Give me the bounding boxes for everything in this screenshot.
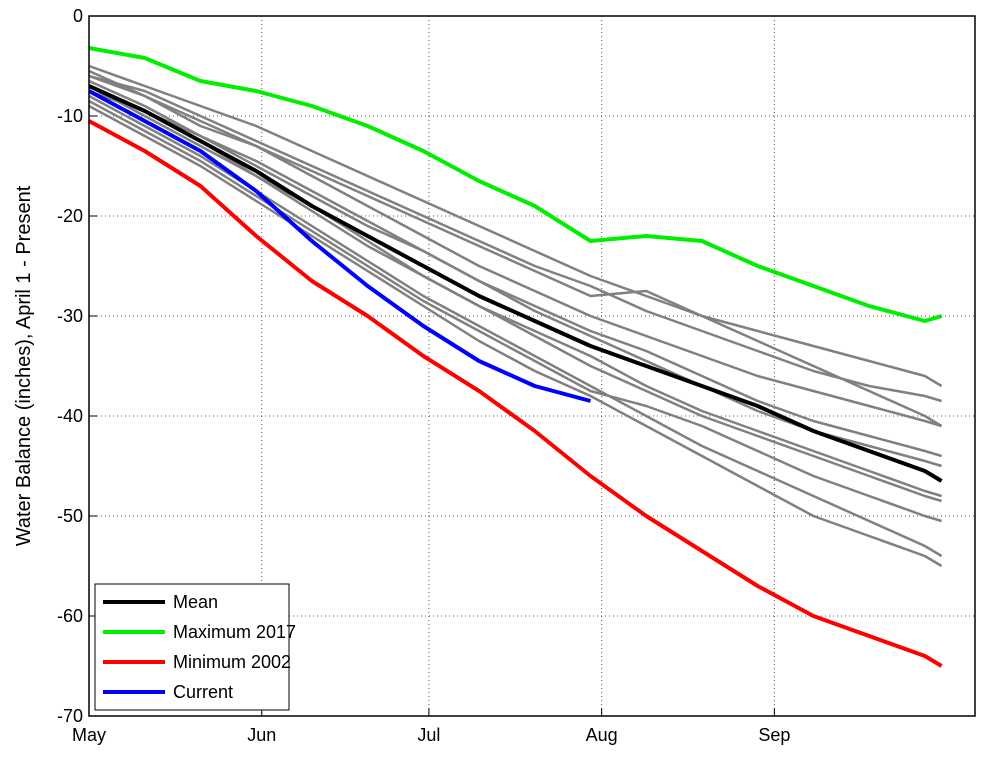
plot-frame <box>88 15 976 717</box>
y-tick-label: -60 <box>57 606 83 626</box>
legend-label: Mean <box>173 592 218 612</box>
series-line <box>88 89 942 498</box>
x-tick-label: Jul <box>417 725 440 745</box>
series-line <box>88 84 942 503</box>
y-tick-label: -20 <box>57 206 83 226</box>
series-line <box>88 69 943 428</box>
series-line <box>88 119 943 668</box>
y-tick-label: -10 <box>57 106 83 126</box>
series-line <box>88 74 942 428</box>
series-line <box>88 99 942 523</box>
y-tick-label: -40 <box>57 406 83 426</box>
x-tick-label: May <box>72 725 106 745</box>
series-line <box>88 46 943 323</box>
x-tick-label: Aug <box>586 725 618 745</box>
y-tick-label: 0 <box>73 6 83 26</box>
x-tick-label: Sep <box>758 725 790 745</box>
series-line <box>88 84 943 483</box>
series-line <box>88 74 942 403</box>
series-line <box>88 104 943 568</box>
y-axis-label: Water Balance (inches), April 1 - Presen… <box>13 185 35 546</box>
y-tick-label: -30 <box>57 306 83 326</box>
legend-label: Current <box>173 682 233 702</box>
series-line <box>88 89 592 403</box>
series-line <box>88 64 943 388</box>
y-tick-label: -70 <box>57 706 83 726</box>
legend-box <box>94 583 290 711</box>
legend-label: Maximum 2017 <box>173 622 296 642</box>
legend-label: Minimum 2002 <box>173 652 291 672</box>
x-tick-label: Jun <box>247 725 276 745</box>
y-tick-label: -50 <box>57 506 83 526</box>
series-line <box>88 84 942 458</box>
